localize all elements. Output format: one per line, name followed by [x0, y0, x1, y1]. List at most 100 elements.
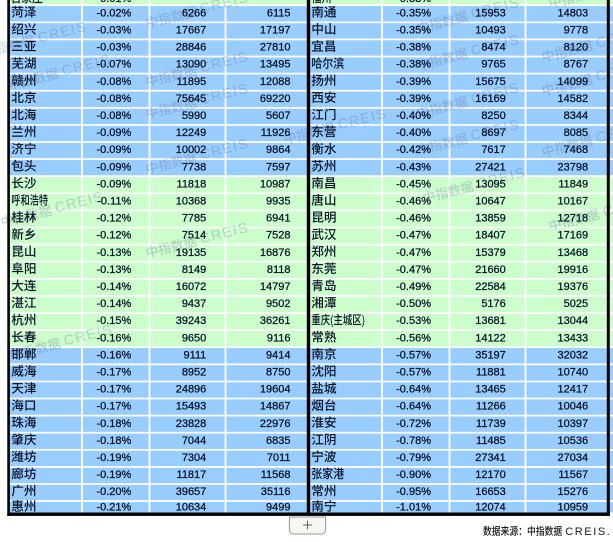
svg-text:21660: 21660	[475, 264, 506, 276]
svg-text:-0.57%: -0.57%	[396, 367, 431, 379]
svg-text:9111: 9111	[183, 349, 206, 361]
svg-text:-0.08%: -0.08%	[96, 93, 131, 105]
svg-text:-0.47%: -0.47%	[396, 264, 431, 276]
svg-text:28846: 28846	[176, 42, 207, 54]
svg-text:8474: 8474	[481, 42, 505, 54]
svg-text:6835: 6835	[266, 435, 290, 447]
svg-text:-0.11%: -0.11%	[97, 196, 131, 208]
svg-text:-0.72%: -0.72%	[396, 418, 431, 430]
svg-text:-0.13%: -0.13%	[96, 264, 131, 276]
svg-text:-0.64%: -0.64%	[396, 384, 431, 396]
svg-text:7514: 7514	[182, 230, 206, 242]
svg-text:-0.49%: -0.49%	[396, 281, 431, 293]
svg-text:9437: 9437	[182, 298, 206, 310]
svg-text:22584: 22584	[475, 281, 506, 293]
svg-text:19135: 19135	[176, 247, 207, 259]
svg-text:19604: 19604	[260, 384, 291, 396]
svg-text:13859: 13859	[475, 213, 506, 225]
svg-text:13433: 13433	[558, 332, 589, 344]
svg-text:-0.47%: -0.47%	[396, 230, 431, 242]
svg-text:18407: 18407	[475, 230, 506, 242]
svg-text:11567: 11567	[558, 469, 588, 481]
svg-text:19916: 19916	[558, 264, 589, 276]
svg-text:12170: 12170	[475, 469, 506, 481]
svg-text:-0.50%: -0.50%	[396, 298, 431, 310]
svg-text:-0.95%: -0.95%	[396, 486, 431, 498]
svg-text:-1.01%: -1.01%	[396, 502, 431, 514]
svg-text:-0.39%: -0.39%	[396, 93, 431, 105]
svg-text:-0.16%: -0.16%	[96, 349, 131, 361]
svg-text:10002: 10002	[176, 144, 207, 156]
svg-text:-0.35%: -0.35%	[396, 7, 431, 19]
svg-text:23828: 23828	[176, 418, 207, 430]
svg-text:11881: 11881	[476, 367, 506, 379]
svg-text:15276: 15276	[558, 486, 589, 498]
svg-text:8344: 8344	[564, 110, 588, 122]
svg-text:-0.08%: -0.08%	[96, 110, 131, 122]
svg-text:15379: 15379	[475, 247, 506, 259]
svg-text:16653: 16653	[475, 486, 506, 498]
svg-text:8750: 8750	[266, 367, 290, 379]
svg-text:-0.43%: -0.43%	[396, 161, 431, 173]
svg-text:8697: 8697	[481, 127, 505, 139]
svg-text:-0.08%: -0.08%	[96, 76, 131, 88]
svg-text:11568: 11568	[261, 469, 291, 481]
svg-text:35197: 35197	[475, 349, 506, 361]
svg-text:6266: 6266	[182, 7, 206, 19]
svg-text:10740: 10740	[558, 367, 589, 379]
svg-text:14797: 14797	[260, 281, 291, 293]
svg-text:75645: 75645	[176, 93, 207, 105]
svg-text:8085: 8085	[564, 127, 588, 139]
svg-text:11926: 11926	[261, 127, 291, 139]
svg-text:14867: 14867	[260, 401, 291, 413]
svg-text:-0.18%: -0.18%	[96, 418, 131, 430]
svg-text:-0.40%: -0.40%	[396, 110, 431, 122]
svg-text:17667: 17667	[176, 25, 207, 37]
svg-text:14122: 14122	[475, 332, 506, 344]
svg-text:-0.42%: -0.42%	[396, 144, 431, 156]
svg-text:-0.46%: -0.46%	[396, 213, 431, 225]
svg-text:8149: 8149	[182, 264, 206, 276]
svg-text:-0.40%: -0.40%	[396, 127, 431, 139]
svg-text:-0.53%: -0.53%	[396, 315, 431, 327]
svg-text:-0.12%: -0.12%	[96, 230, 131, 242]
svg-text:14099: 14099	[558, 76, 589, 88]
svg-text:10368: 10368	[176, 196, 207, 208]
svg-text:8767: 8767	[564, 59, 588, 71]
svg-text:8120: 8120	[564, 42, 588, 54]
svg-text:9864: 9864	[266, 144, 290, 156]
svg-text:7011: 7011	[267, 452, 291, 464]
svg-text:16072: 16072	[176, 281, 207, 293]
svg-text:15493: 15493	[176, 401, 207, 413]
svg-text:-0.38%: -0.38%	[396, 42, 431, 54]
svg-text:-0.17%: -0.17%	[96, 367, 131, 379]
svg-text:10046: 10046	[558, 401, 589, 413]
svg-text:8250: 8250	[481, 110, 505, 122]
svg-text:-0.20%: -0.20%	[96, 486, 131, 498]
svg-text:-0.57%: -0.57%	[396, 349, 431, 361]
svg-text:12718: 12718	[558, 213, 589, 225]
svg-text:-0.09%: -0.09%	[96, 144, 131, 156]
svg-text:7044: 7044	[182, 435, 206, 447]
svg-text:11485: 11485	[476, 435, 506, 447]
svg-text:-0.39%: -0.39%	[396, 76, 431, 88]
svg-text:9499: 9499	[266, 502, 290, 514]
svg-text:10536: 10536	[558, 435, 589, 447]
svg-text:12088: 12088	[260, 76, 291, 88]
svg-text:39243: 39243	[176, 315, 207, 327]
svg-text:-0.17%: -0.17%	[96, 384, 131, 396]
svg-text:-0.14%: -0.14%	[96, 281, 131, 293]
svg-text:13681: 13681	[475, 315, 506, 327]
svg-text:-0.90%: -0.90%	[396, 469, 431, 481]
svg-text:10634: 10634	[176, 502, 207, 514]
svg-text:-0.09%: -0.09%	[96, 127, 131, 139]
svg-text:10167: 10167	[558, 196, 589, 208]
svg-text:-0.19%: -0.19%	[96, 452, 131, 464]
svg-text:11739: 11739	[476, 418, 506, 430]
svg-text:32032: 32032	[558, 349, 589, 361]
svg-text:-0.03%: -0.03%	[96, 25, 131, 37]
svg-text:10493: 10493	[475, 25, 506, 37]
svg-text:-0.14%: -0.14%	[96, 298, 131, 310]
svg-text:27421: 27421	[475, 161, 506, 173]
svg-text:13468: 13468	[558, 247, 589, 259]
